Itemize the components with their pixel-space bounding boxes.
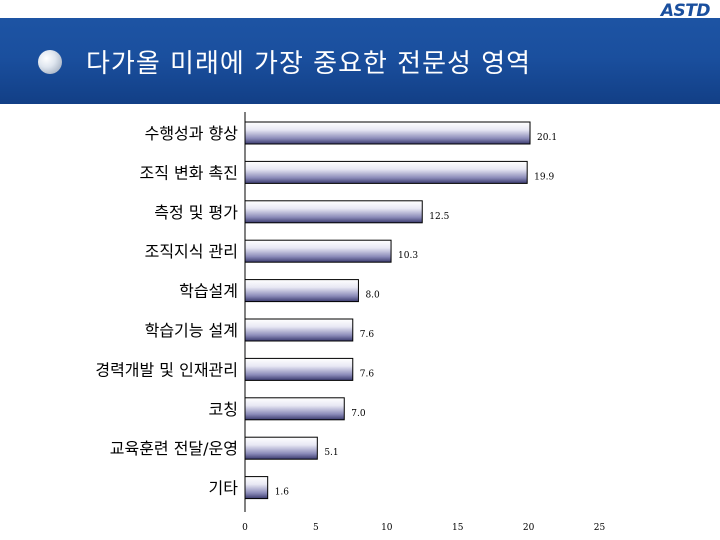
category-label: 측정 및 평가 xyxy=(154,203,238,222)
value-label: 7.0 xyxy=(351,409,366,419)
bar-5 xyxy=(244,279,359,303)
x-tick-label: 25 xyxy=(594,523,606,533)
bar-4 xyxy=(244,239,392,263)
bar-3 xyxy=(244,200,423,224)
bar-2 xyxy=(244,160,528,184)
bar-10 xyxy=(244,476,269,500)
value-label: 19.9 xyxy=(534,172,554,182)
value-label: 8.0 xyxy=(365,291,380,301)
title-bullet-icon xyxy=(38,50,62,74)
category-label: 학습설계 xyxy=(179,282,238,301)
value-label: 7.6 xyxy=(360,330,375,340)
bar-chart: 수행성과 향상 20.1 조직 변화 촉진 19.9 측정 및 평가 12.5 조직지식 관… xyxy=(95,112,606,533)
x-tick-label: 15 xyxy=(452,523,464,533)
x-tick-label: 20 xyxy=(523,523,535,533)
page-title: 다가올 미래에 가장 중요한 전문성 영역 xyxy=(86,49,532,79)
value-label: 12.5 xyxy=(429,212,449,222)
category-label: 학습기능 설계 xyxy=(145,321,238,340)
astd-logo: ASTD xyxy=(660,1,711,21)
x-tick-label: 10 xyxy=(381,523,393,533)
category-label: 기타 xyxy=(209,479,239,498)
value-label: 7.6 xyxy=(360,369,375,379)
x-tick-label: 5 xyxy=(313,523,319,533)
bar-1 xyxy=(244,121,531,145)
value-label: 1.6 xyxy=(275,488,290,498)
category-label: 조직지식 관리 xyxy=(145,242,238,261)
bar-7 xyxy=(244,357,354,381)
category-label: 수행성과 향상 xyxy=(145,124,239,143)
bar-9 xyxy=(244,436,318,460)
category-label: 조직 변화 촉진 xyxy=(140,163,239,182)
bar-6 xyxy=(244,318,354,342)
value-label: 10.3 xyxy=(398,251,418,261)
top-band xyxy=(0,0,720,18)
title-banner: ASTD 다가올 미래에 가장 중요한 전문성 영역 xyxy=(0,0,720,104)
category-label: 교육훈련 전달/운영 xyxy=(110,439,238,458)
category-label: 경력개발 및 인재관리 xyxy=(95,360,238,379)
x-tick-label: 0 xyxy=(242,523,248,533)
value-label: 5.1 xyxy=(324,448,338,458)
category-label: 코칭 xyxy=(209,400,238,419)
bar-8 xyxy=(244,397,345,421)
value-label: 20.1 xyxy=(537,133,557,143)
